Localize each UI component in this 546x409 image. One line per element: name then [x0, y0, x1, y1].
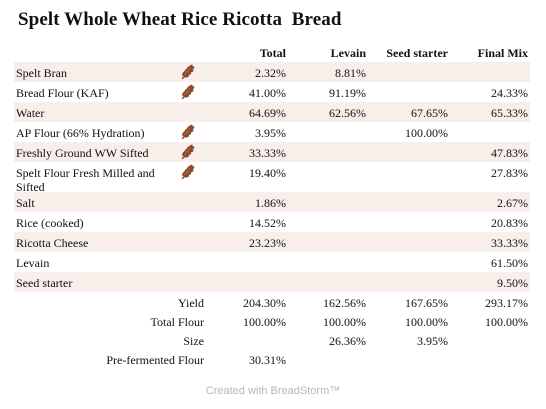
- final-mix-percent: 27.83%: [491, 166, 528, 180]
- seed-starter-value: 100.00%: [405, 315, 448, 329]
- ingredient-row: Levain 61.50%: [14, 252, 530, 272]
- summary-label: Total Flour: [150, 315, 205, 329]
- recipe-title: Spelt Whole Wheat Rice Ricotta Bread: [18, 9, 342, 30]
- total-value: 100.00%: [243, 315, 286, 329]
- ingredient-name: Rice (cooked): [16, 216, 84, 230]
- column-header-levain: Levain: [330, 46, 366, 60]
- total-percent: 19.40%: [249, 166, 286, 180]
- levain-value: 162.56%: [323, 296, 366, 310]
- final-mix-percent: 9.50%: [497, 276, 528, 290]
- levain-percent: 8.81%: [335, 66, 366, 80]
- summary-label: Pre-fermented Flour: [106, 353, 204, 367]
- ingredient-name: Bread Flour (KAF): [16, 86, 109, 100]
- ingredient-rows: Spelt Bran 2.32% 8.81% Bread Flour (KAF) 41.…: [14, 62, 530, 292]
- total-percent: 2.32%: [255, 66, 286, 80]
- total-percent: 33.33%: [249, 146, 286, 160]
- levain-percent: 91.19%: [329, 86, 366, 100]
- total-percent: 3.95%: [255, 126, 286, 140]
- summary-row: Yield 204.30% 162.56% 167.65% 293.17%: [14, 292, 530, 311]
- total-percent: 14.52%: [249, 216, 286, 230]
- ingredient-row: Rice (cooked) 14.52% 20.83%: [14, 212, 530, 232]
- final-mix-percent: 2.67%: [497, 196, 528, 210]
- summary-label: Yield: [178, 296, 204, 310]
- column-header-seed-starter: Seed starter: [386, 46, 448, 60]
- seed-starter-percent: 100.00%: [405, 126, 448, 140]
- summary-rows: Yield 204.30% 162.56% 167.65% 293.17% Total F…: [14, 292, 530, 368]
- ingredient-row: Water 64.69% 62.56% 67.65% 65.33%: [14, 102, 530, 122]
- formula-table: Total Levain Seed starter Final Mix Spel…: [14, 45, 530, 368]
- seed-starter-percent: 67.65%: [411, 106, 448, 120]
- wheat-icon: [181, 84, 195, 100]
- ingredient-row: Spelt Flour Fresh Milled and Sifted 19.40…: [14, 162, 530, 194]
- final-mix-percent: 65.33%: [491, 106, 528, 120]
- footer-credit: Created with BreadStorm™: [205, 385, 341, 397]
- ingredient-name: Spelt Bran: [16, 66, 67, 80]
- final-mix-percent: 61.50%: [491, 256, 528, 270]
- ingredient-name: Water: [16, 106, 45, 120]
- ingredient-name: Spelt Flour Fresh Milled and Sifted: [16, 166, 155, 194]
- final-mix-percent: 24.33%: [491, 86, 528, 100]
- seed-starter-value: 167.65%: [405, 296, 448, 310]
- levain-percent: 62.56%: [329, 106, 366, 120]
- column-header-total: Total: [259, 46, 286, 60]
- wheat-icon: [181, 144, 195, 160]
- final-mix-percent: 47.83%: [491, 146, 528, 160]
- ingredient-row: Seed starter 9.50%: [14, 272, 530, 292]
- total-percent: 1.86%: [255, 196, 286, 210]
- ingredient-row: Spelt Bran 2.32% 8.81%: [14, 62, 530, 82]
- wheat-icon: [181, 124, 195, 140]
- seed-starter-value: 3.95%: [417, 334, 448, 348]
- total-value: 204.30%: [243, 296, 286, 310]
- summary-row: Pre-fermented Flour 30.31%: [14, 349, 530, 368]
- final-mix-percent: 33.33%: [491, 236, 528, 250]
- final-mix-value: 293.17%: [485, 296, 528, 310]
- total-percent: 64.69%: [249, 106, 286, 120]
- ingredient-row: Ricotta Cheese 23.23% 33.33%: [14, 232, 530, 252]
- ingredient-name: Levain: [16, 256, 50, 270]
- wheat-icon: [181, 164, 195, 180]
- levain-value: 26.36%: [329, 334, 366, 348]
- summary-label: Size: [183, 334, 204, 348]
- table-header-row: Total Levain Seed starter Final Mix: [14, 45, 530, 62]
- column-header-final-mix: Final Mix: [477, 46, 528, 60]
- total-percent: 41.00%: [249, 86, 286, 100]
- ingredient-row: Freshly Ground WW Sifted 33.33% 47.83%: [14, 142, 530, 162]
- ingredient-name: Salt: [16, 196, 35, 210]
- ingredient-row: AP Flour (66% Hydration) 3.95% 100.00%: [14, 122, 530, 142]
- summary-row: Total Flour 100.00% 100.00% 100.00% 100.00%: [14, 311, 530, 330]
- final-mix-value: 100.00%: [485, 315, 528, 329]
- total-value: 30.31%: [249, 353, 286, 367]
- ingredient-name: AP Flour (66% Hydration): [16, 126, 145, 140]
- summary-row: Size 26.36% 3.95%: [14, 330, 530, 349]
- wheat-icon: [181, 64, 195, 80]
- ingredient-name: Seed starter: [16, 276, 73, 290]
- final-mix-percent: 20.83%: [491, 216, 528, 230]
- ingredient-row: Salt 1.86% 2.67%: [14, 192, 530, 212]
- ingredient-row: Bread Flour (KAF) 41.00% 91.19% 24.33%: [14, 82, 530, 102]
- total-percent: 23.23%: [249, 236, 286, 250]
- levain-value: 100.00%: [323, 315, 366, 329]
- ingredient-name: Ricotta Cheese: [16, 236, 89, 250]
- ingredient-name: Freshly Ground WW Sifted: [16, 146, 149, 160]
